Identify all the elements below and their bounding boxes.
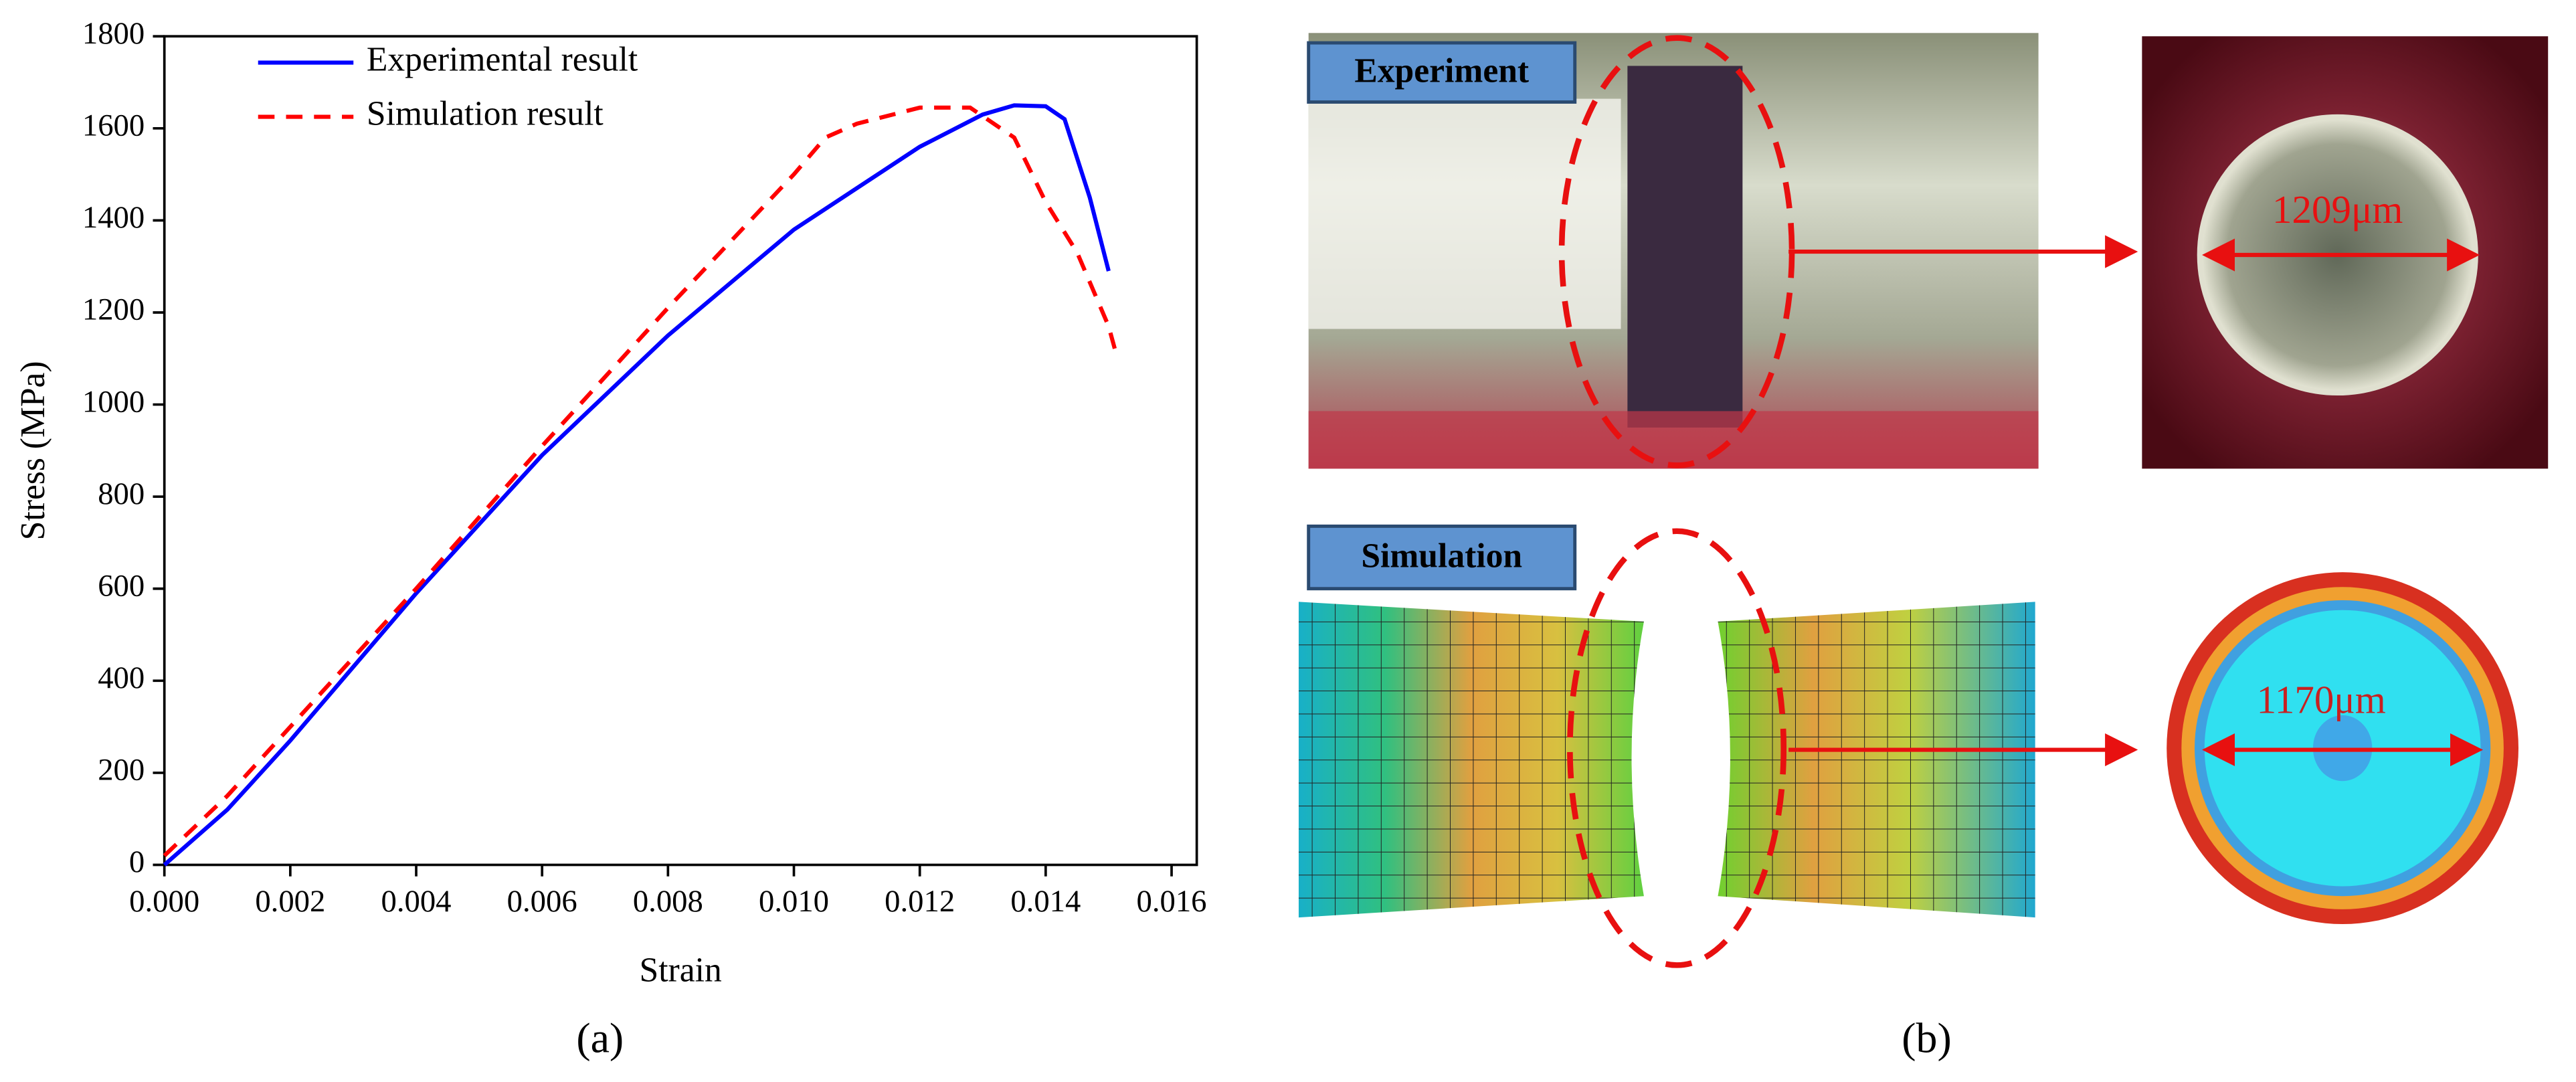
label-box (1307, 41, 1577, 104)
y-tick-label: 400 (98, 660, 145, 695)
y-tick-label: 1800 (82, 16, 145, 51)
y-tick-label: 0 (129, 844, 145, 879)
y-tick-label: 600 (98, 568, 145, 603)
diameter-label: 1209μm (2272, 187, 2403, 232)
y-tick-label: 1600 (82, 108, 145, 143)
diameter-label: 1170μm (2257, 677, 2386, 721)
x-tick-label: 0.004 (381, 884, 452, 919)
x-tick-label: 0.014 (1010, 884, 1081, 919)
label-box (1307, 524, 1577, 591)
simulation-mesh (1298, 602, 2035, 918)
x-axis-label: Strain (640, 952, 722, 990)
y-tick-label: 1000 (82, 384, 145, 419)
plot-frame (163, 35, 1198, 867)
y-axis-label: Stress (MPa) (14, 361, 52, 540)
highlight-ellipse (1567, 528, 1787, 968)
x-tick-label: 0.006 (507, 884, 577, 919)
y-tick-label: 1200 (82, 292, 145, 327)
legend-label: Simulation result (367, 94, 604, 132)
series-line (163, 103, 1111, 867)
panel-caption: (a) (576, 1014, 624, 1062)
y-tick-label: 200 (98, 753, 145, 788)
y-tick-label: 800 (98, 476, 145, 511)
x-tick-label: 0.016 (1136, 884, 1206, 919)
x-tick-label: 0.000 (129, 884, 199, 919)
series-line (163, 105, 1117, 857)
x-tick-label: 0.012 (885, 884, 955, 919)
experiment-label: Experiment (1354, 52, 1529, 90)
x-tick-label: 0.008 (633, 884, 703, 919)
simulation-label: Simulation (1361, 537, 1522, 575)
y-tick-label: 1400 (82, 200, 145, 235)
experiment-fracture-photo (2142, 36, 2549, 469)
legend-label: Experimental result (367, 40, 638, 78)
panel-caption: (b) (1902, 1014, 1951, 1062)
x-tick-label: 0.010 (759, 884, 829, 919)
x-tick-label: 0.002 (255, 884, 325, 919)
